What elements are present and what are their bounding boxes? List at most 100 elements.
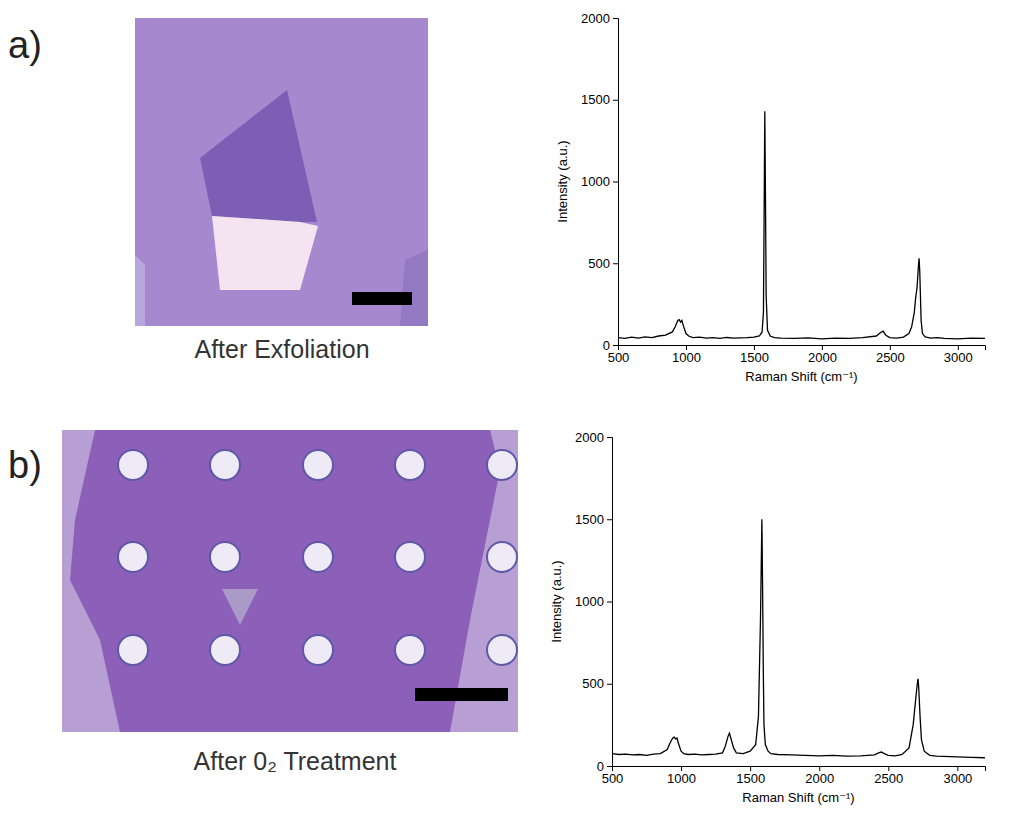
y-tick-label: 500 xyxy=(582,676,604,691)
x-tick-label: 500 xyxy=(608,350,630,365)
panel-caption: After Exfoliation xyxy=(194,335,369,363)
x-tick: 1000 xyxy=(672,345,701,365)
y-tick-label: 2000 xyxy=(575,430,604,445)
x-tick-label: 1000 xyxy=(667,771,696,786)
panel-letter: a) xyxy=(8,24,42,66)
y-tick-mark xyxy=(607,602,612,603)
y-tick-label: 0 xyxy=(597,759,604,774)
x-tick: 2500 xyxy=(874,766,903,786)
y-tick-mark xyxy=(607,437,612,438)
hole xyxy=(210,542,240,572)
hole xyxy=(395,450,425,480)
x-tick-label: 3000 xyxy=(943,771,972,786)
x-tick: 2000 xyxy=(805,766,834,786)
y-tick-mark xyxy=(613,263,618,264)
y-tick-mark xyxy=(613,182,618,183)
y-axis: 0 500 1000 1500 2000 xyxy=(575,430,612,774)
plot-area xyxy=(612,519,985,758)
panel-letter: b) xyxy=(8,444,42,486)
hole xyxy=(487,542,517,572)
x-tick: 1000 xyxy=(667,766,696,786)
scale-bar xyxy=(415,688,508,701)
y-tick-mark xyxy=(613,18,618,19)
hole xyxy=(118,635,148,665)
hole xyxy=(487,450,517,480)
y-tick-label: 500 xyxy=(588,256,610,271)
y-tick: 2000 xyxy=(575,430,612,445)
x-tick-label: 1500 xyxy=(736,771,765,786)
x-tick-label: 1000 xyxy=(672,350,701,365)
spectrum-line xyxy=(618,111,985,339)
x-tick-label: 2500 xyxy=(874,771,903,786)
x-tick-label: 2000 xyxy=(805,771,834,786)
y-tick-label: 1000 xyxy=(581,174,610,189)
y-tick-mark xyxy=(607,519,612,520)
x-tick: 1500 xyxy=(736,766,765,786)
x-tick-label: 3000 xyxy=(944,350,973,365)
micrograph-a xyxy=(135,18,428,326)
y-axis-line xyxy=(607,438,613,767)
chart: 500100015002000250030000500100015002000R… xyxy=(549,430,985,805)
x-axis-title: Raman Shift (cm⁻¹) xyxy=(745,369,857,384)
plot-area xyxy=(618,111,985,339)
hole xyxy=(210,450,240,480)
x-tick-label: 2000 xyxy=(808,350,837,365)
y-axis-title: Intensity (a.u.) xyxy=(555,140,570,222)
x-tick: 500 xyxy=(602,766,624,786)
y-axis: 0 500 1000 1500 2000 xyxy=(581,11,618,353)
y-tick: 1500 xyxy=(575,512,612,527)
y-tick-label: 1000 xyxy=(575,594,604,609)
bilayer-patch xyxy=(222,589,258,625)
flake-thick xyxy=(212,216,318,290)
flake-edge xyxy=(400,250,428,326)
y-tick-mark xyxy=(607,766,612,767)
micrograph-b xyxy=(62,430,518,732)
chart: 500100015002000250030000500100015002000R… xyxy=(555,11,985,384)
x-tick: 3000 xyxy=(943,766,972,786)
hole xyxy=(303,450,333,480)
hole xyxy=(395,635,425,665)
y-axis-line xyxy=(613,19,619,346)
x-tick: 2000 xyxy=(808,345,837,365)
y-tick-label: 1500 xyxy=(575,512,604,527)
y-tick-mark xyxy=(613,100,618,101)
hole xyxy=(303,542,333,572)
spectrum-line xyxy=(612,519,985,758)
y-tick-label: 1500 xyxy=(581,92,610,107)
scale-bar xyxy=(352,292,412,305)
x-tick-label: 2500 xyxy=(876,350,905,365)
y-tick-label: 2000 xyxy=(581,11,610,26)
graphene-region xyxy=(70,430,500,732)
y-tick: 1500 xyxy=(581,92,618,107)
y-axis-title: Intensity (a.u.) xyxy=(549,560,564,642)
y-tick: 1000 xyxy=(575,594,612,609)
micrograph-background xyxy=(62,430,518,732)
panel-caption: After 0₂ Treatment xyxy=(194,747,397,775)
y-tick: 0 xyxy=(603,338,618,353)
x-axis: 500 1000 1500 2000 2500 3000 xyxy=(602,766,986,786)
hole xyxy=(303,635,333,665)
flake-edge xyxy=(135,255,145,326)
figure: a) After Exfoliation b) After 0₂ Treatment 5… xyxy=(0,0,1019,818)
hole xyxy=(487,635,517,665)
y-tick: 2000 xyxy=(581,11,618,26)
flake-dark xyxy=(200,90,317,222)
x-tick-label: 1500 xyxy=(740,350,769,365)
hole xyxy=(118,542,148,572)
x-tick-label: 500 xyxy=(602,771,624,786)
x-tick: 3000 xyxy=(944,345,973,365)
y-tick-label: 0 xyxy=(603,338,610,353)
x-tick: 500 xyxy=(608,345,630,365)
hole xyxy=(395,542,425,572)
x-tick: 2500 xyxy=(876,345,905,365)
y-tick: 500 xyxy=(588,256,618,271)
y-tick: 500 xyxy=(582,676,612,691)
x-axis: 500 1000 1500 2000 2500 3000 xyxy=(608,345,986,365)
y-tick: 1000 xyxy=(581,174,618,189)
x-axis-title: Raman Shift (cm⁻¹) xyxy=(742,790,854,805)
hole xyxy=(118,450,148,480)
y-tick-mark xyxy=(607,684,612,685)
y-tick: 0 xyxy=(597,759,612,774)
y-tick-mark xyxy=(613,345,618,346)
x-tick: 1500 xyxy=(740,345,769,365)
